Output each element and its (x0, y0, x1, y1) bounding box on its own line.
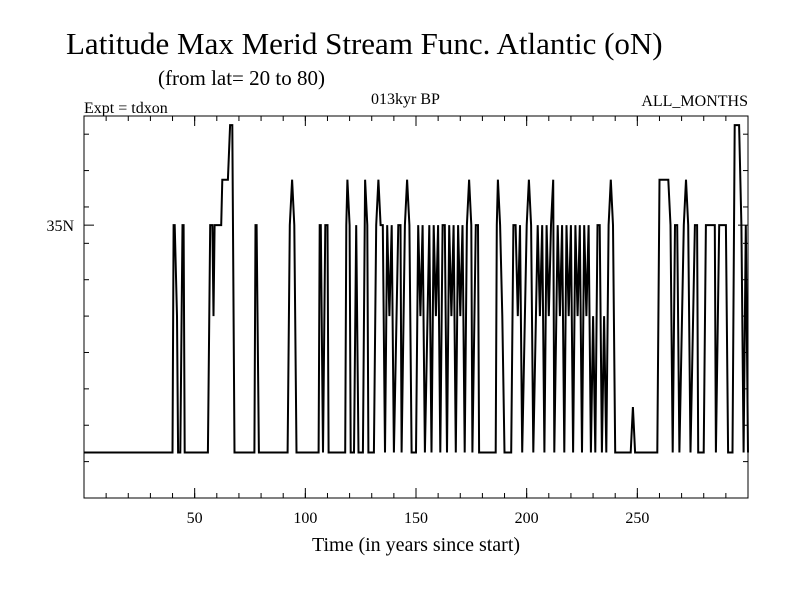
axis-ticks: 50 100 150 200 250 35N (46, 116, 748, 527)
y-tick-label: 35N (46, 218, 74, 235)
months-label: ALL_MONTHS (641, 93, 748, 110)
chart-subtitle: (from lat= 20 to 80) (158, 66, 325, 90)
x-tick-label: 150 (404, 510, 428, 527)
period-label: 013kyr BP (371, 91, 440, 108)
x-tick-label: 100 (293, 510, 317, 527)
x-tick-label: 50 (187, 510, 203, 527)
x-tick-label: 200 (515, 510, 539, 527)
x-axis-label: Time (in years since start) (312, 534, 520, 556)
experiment-label: Expt = tdxon (84, 100, 168, 117)
series-line (84, 124, 749, 454)
series-group (84, 124, 749, 454)
chart-title: Latitude Max Merid Stream Func. Atlantic… (66, 26, 663, 61)
x-tick-label: 250 (625, 510, 649, 527)
